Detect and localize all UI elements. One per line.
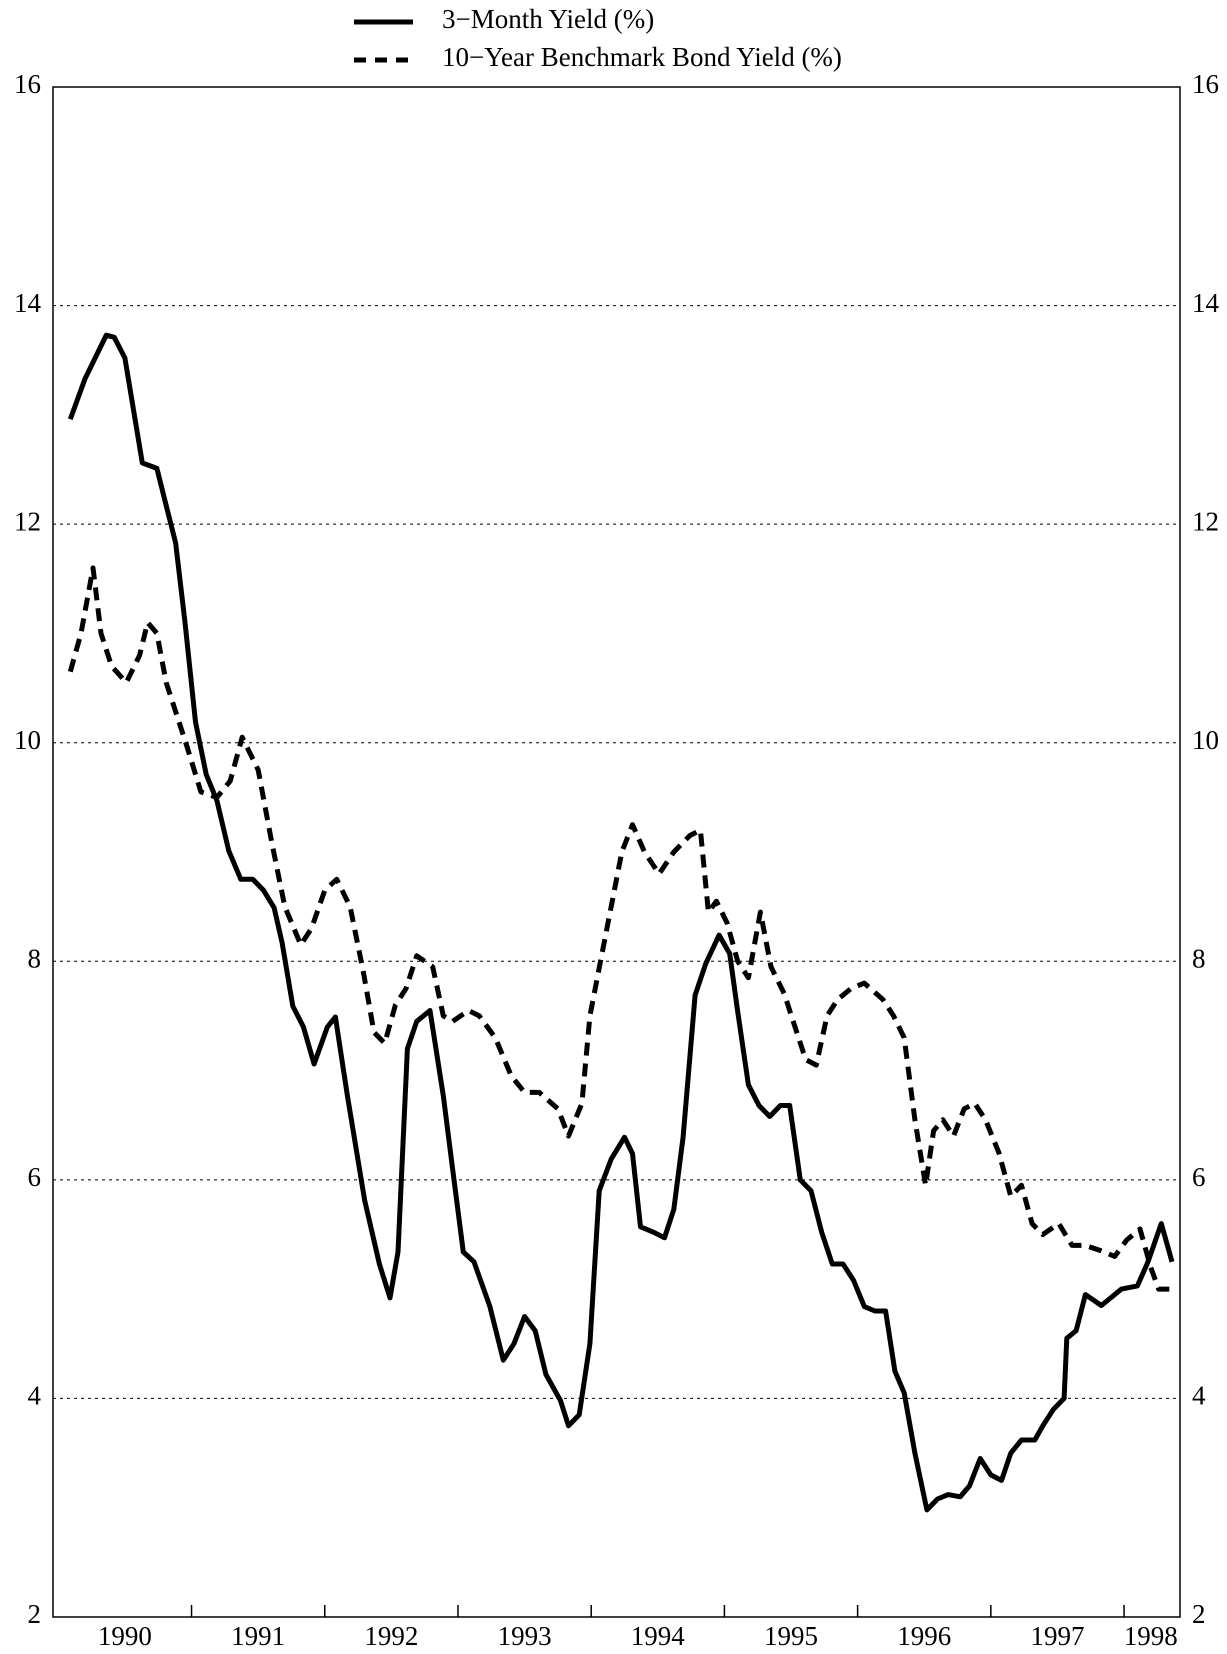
- y2-tick-label: 6: [1192, 1162, 1206, 1192]
- y2-tick-label: 14: [1192, 288, 1220, 318]
- x-tick-label: 1993: [498, 1621, 552, 1651]
- y-tick-label: 8: [28, 943, 42, 973]
- y2-tick-label: 10: [1192, 725, 1219, 755]
- y-tick-label: 4: [28, 1381, 42, 1411]
- y-tick-label: 14: [14, 288, 42, 318]
- x-tick-label: 1992: [364, 1621, 418, 1651]
- y-tick-label: 6: [28, 1162, 42, 1192]
- y-tick-label: 12: [14, 506, 41, 536]
- x-tick-label: 1997: [1030, 1621, 1084, 1651]
- x-tick-label: 1991: [231, 1621, 285, 1651]
- y2-tick-label: 16: [1192, 69, 1219, 99]
- legend-label: 3−Month Yield (%): [442, 4, 654, 34]
- y2-tick-label: 12: [1192, 506, 1219, 536]
- y-tick-label: 10: [14, 725, 41, 755]
- x-tick-label: 1995: [764, 1621, 818, 1651]
- plot-frame: [52, 86, 1181, 1618]
- x-tick-label: 1994: [631, 1621, 686, 1651]
- legend-label: 10−Year Benchmark Bond Yield (%): [442, 42, 842, 72]
- series-line: [67, 565, 1170, 1292]
- series-line: [67, 332, 1175, 1513]
- y2-tick-label: 2: [1192, 1599, 1206, 1629]
- y-tick-label: 2: [28, 1599, 42, 1629]
- x-tick-label: 1996: [897, 1621, 951, 1651]
- x-tick-label: 1998: [1124, 1621, 1178, 1651]
- y-tick-label: 16: [14, 69, 41, 99]
- y2-tick-label: 8: [1192, 943, 1206, 973]
- y2-tick-label: 4: [1192, 1381, 1206, 1411]
- x-tick-label: 1990: [98, 1621, 152, 1651]
